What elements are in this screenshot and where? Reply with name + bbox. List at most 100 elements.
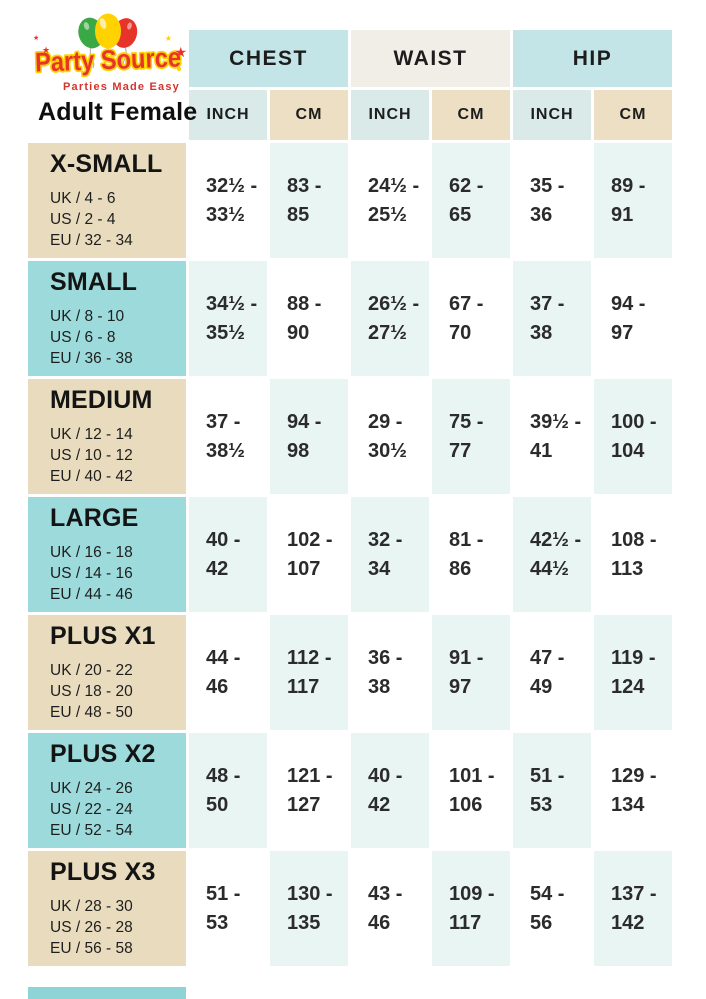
- next-row-cutoff: [28, 987, 186, 999]
- size-conversions: UK / 24 - 26 US / 22 - 24 EU / 52 - 54: [50, 778, 178, 841]
- unit-header-waist-cm: CM: [432, 90, 510, 140]
- size-conversion-uk: UK / 20 - 22: [50, 662, 133, 679]
- size-conversion-us: US / 26 - 28: [50, 919, 133, 936]
- balloons-icon: [78, 13, 138, 68]
- size-name: LARGE: [50, 504, 139, 532]
- column-group-waist: WAIST: [351, 30, 510, 87]
- logo: Party Source ★ ★ ★ ★ Parties Made Easy: [32, 12, 187, 106]
- cell-hip-cm: 89 - 91: [594, 143, 672, 258]
- cell-chest-inch: 44 - 46: [189, 615, 267, 730]
- chart-subtitle: Adult Female: [38, 98, 198, 126]
- size-label-cell: LARGE UK / 16 - 18 US / 14 - 16 EU / 44 …: [28, 497, 186, 612]
- size-label-cell: MEDIUM UK / 12 - 14 US / 10 - 12 EU / 40…: [28, 379, 186, 494]
- sparkle-dot-icon: [177, 67, 181, 71]
- size-label-cell: X-SMALL UK / 4 - 6 US / 2 - 4 EU / 32 - …: [28, 143, 186, 258]
- size-conversion-uk: UK / 4 - 6: [50, 190, 116, 207]
- cell-hip-inch: 42½ - 44½: [513, 497, 591, 612]
- cell-chest-inch: 34½ - 35½: [189, 261, 267, 376]
- cell-hip-inch: 54 - 56: [513, 851, 591, 966]
- cell-hip-inch: 51 - 53: [513, 733, 591, 848]
- cell-hip-inch: 47 - 49: [513, 615, 591, 730]
- size-conversion-us: US / 22 - 24: [50, 801, 133, 818]
- cell-hip-cm: 119 - 124: [594, 615, 672, 730]
- cell-chest-inch: 51 - 53: [189, 851, 267, 966]
- cell-hip-cm: 94 - 97: [594, 261, 672, 376]
- unit-header-chest-cm: CM: [270, 90, 348, 140]
- size-conversion-us: US / 10 - 12: [50, 447, 133, 464]
- cell-hip-cm: 108 - 113: [594, 497, 672, 612]
- cell-chest-inch: 48 - 50: [189, 733, 267, 848]
- cell-chest-cm: 112 - 117: [270, 615, 348, 730]
- size-label-cell: PLUS X1 UK / 20 - 22 US / 18 - 20 EU / 4…: [28, 615, 186, 730]
- cell-waist-cm: 91 - 97: [432, 615, 510, 730]
- size-name: SMALL: [50, 268, 138, 296]
- unit-header-waist-inch: INCH: [351, 90, 429, 140]
- size-conversion-uk: UK / 28 - 30: [50, 898, 133, 915]
- cell-chest-cm: 83 - 85: [270, 143, 348, 258]
- size-chart-table: Party Source ★ ★ ★ ★ Parties Made Easy A…: [28, 13, 672, 966]
- cell-chest-cm: 121 - 127: [270, 733, 348, 848]
- size-conversion-us: US / 2 - 4: [50, 211, 116, 228]
- size-conversion-uk: UK / 12 - 14: [50, 426, 133, 443]
- size-conversions: UK / 16 - 18 US / 14 - 16 EU / 44 - 46: [50, 542, 178, 605]
- size-name: PLUS X1: [50, 622, 156, 650]
- cell-waist-inch: 29 - 30½: [351, 379, 429, 494]
- size-conversion-eu: EU / 32 - 34: [50, 232, 133, 249]
- size-conversions: UK / 12 - 14 US / 10 - 12 EU / 40 - 42: [50, 424, 178, 487]
- size-conversion-eu: EU / 48 - 50: [50, 704, 133, 721]
- logo-wordmark: Party Source: [33, 41, 184, 80]
- size-conversion-eu: EU / 36 - 38: [50, 350, 133, 367]
- size-conversion-eu: EU / 44 - 46: [50, 586, 133, 603]
- size-conversion-eu: EU / 40 - 42: [50, 468, 133, 485]
- cell-waist-cm: 109 - 117: [432, 851, 510, 966]
- cell-chest-cm: 94 - 98: [270, 379, 348, 494]
- size-name: PLUS X3: [50, 858, 156, 886]
- cell-hip-cm: 100 - 104: [594, 379, 672, 494]
- cell-chest-cm: 88 - 90: [270, 261, 348, 376]
- cell-waist-cm: 101 - 106: [432, 733, 510, 848]
- star-icon: ★: [164, 34, 172, 43]
- cell-waist-cm: 81 - 86: [432, 497, 510, 612]
- size-conversions: UK / 4 - 6 US / 2 - 4 EU / 32 - 34: [50, 188, 178, 251]
- size-name: PLUS X2: [50, 740, 156, 768]
- cell-waist-inch: 24½ - 25½: [351, 143, 429, 258]
- size-conversion-eu: EU / 56 - 58: [50, 940, 133, 957]
- size-conversions: UK / 20 - 22 US / 18 - 20 EU / 48 - 50: [50, 660, 178, 723]
- cell-hip-cm: 137 - 142: [594, 851, 672, 966]
- cell-chest-inch: 40 - 42: [189, 497, 267, 612]
- logo-title: Party Source: [35, 42, 182, 77]
- size-conversion-eu: EU / 52 - 54: [50, 822, 133, 839]
- cell-hip-inch: 39½ - 41: [513, 379, 591, 494]
- cell-hip-inch: 37 - 38: [513, 261, 591, 376]
- cell-chest-inch: 32½ - 33½: [189, 143, 267, 258]
- column-group-hip: HIP: [513, 30, 672, 87]
- size-conversions: UK / 28 - 30 US / 26 - 28 EU / 56 - 58: [50, 896, 178, 959]
- cell-chest-inch: 37 - 38½: [189, 379, 267, 494]
- logo-tagline: Parties Made Easy: [62, 81, 180, 93]
- cell-waist-inch: 26½ - 27½: [351, 261, 429, 376]
- cell-waist-inch: 32 - 34: [351, 497, 429, 612]
- cell-chest-cm: 102 - 107: [270, 497, 348, 612]
- unit-header-chest-inch: INCH: [189, 90, 267, 140]
- size-conversion-uk: UK / 16 - 18: [50, 544, 133, 561]
- size-name: X-SMALL: [50, 150, 163, 178]
- cell-waist-cm: 75 - 77: [432, 379, 510, 494]
- cell-waist-cm: 62 - 65: [432, 143, 510, 258]
- size-conversion-us: US / 18 - 20: [50, 683, 133, 700]
- size-conversion-uk: UK / 8 - 10: [50, 308, 125, 325]
- cell-waist-inch: 36 - 38: [351, 615, 429, 730]
- cell-chest-cm: 130 - 135: [270, 851, 348, 966]
- cell-waist-inch: 40 - 42: [351, 733, 429, 848]
- size-conversions: UK / 8 - 10 US / 6 - 8 EU / 36 - 38: [50, 306, 178, 369]
- column-group-chest: CHEST: [189, 30, 348, 87]
- size-label-cell: PLUS X2 UK / 24 - 26 US / 22 - 24 EU / 5…: [28, 733, 186, 848]
- size-label-cell: SMALL UK / 8 - 10 US / 6 - 8 EU / 36 - 3…: [28, 261, 186, 376]
- star-icon: ★: [42, 45, 51, 55]
- size-name: MEDIUM: [50, 386, 153, 414]
- star-icon: ★: [33, 35, 40, 42]
- cell-hip-inch: 35 - 36: [513, 143, 591, 258]
- size-label-cell: PLUS X3 UK / 28 - 30 US / 26 - 28 EU / 5…: [28, 851, 186, 966]
- star-icon: ★: [174, 44, 187, 60]
- unit-header-hip-cm: CM: [594, 90, 672, 140]
